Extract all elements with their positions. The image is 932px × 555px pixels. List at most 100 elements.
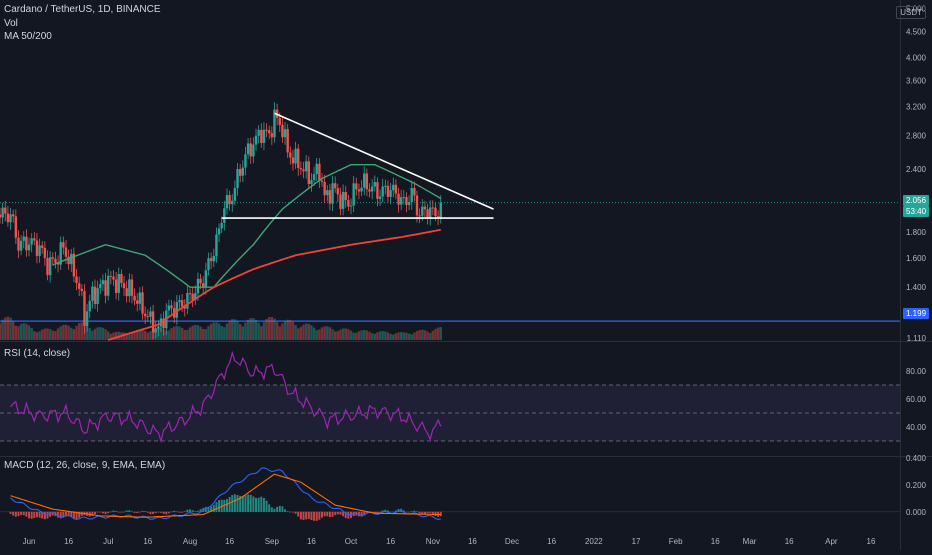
candle-body — [360, 187, 363, 192]
macd-histogram-bar — [125, 510, 128, 512]
macd-histogram-bar — [220, 499, 223, 512]
volume-bar — [381, 331, 384, 340]
volume-bar — [17, 326, 20, 340]
ma-legend[interactable]: MA 50/200 — [4, 31, 52, 42]
candle-body — [204, 270, 208, 288]
macd-histogram-bar — [35, 511, 38, 518]
volume-bar — [133, 331, 136, 340]
volume-bar — [223, 327, 226, 340]
candle-body — [85, 311, 89, 326]
volume-bar — [114, 331, 118, 340]
candle-body — [91, 286, 94, 301]
candle-body — [341, 192, 345, 209]
candle-body — [99, 284, 102, 289]
price-tick-label: 1.800 — [906, 228, 927, 237]
macd-histogram-bar — [315, 511, 318, 521]
x-tick-label: 16 — [711, 537, 720, 546]
candle-body — [17, 237, 20, 251]
candle-body — [114, 279, 118, 293]
candle-body — [344, 192, 347, 201]
volume-bar — [172, 326, 176, 340]
volume-bar — [186, 329, 189, 340]
macd-histogram-bar — [96, 511, 99, 513]
candle-body — [220, 222, 223, 229]
macd-histogram-bar — [228, 496, 231, 512]
volume-bar — [162, 328, 165, 340]
candle-body — [215, 234, 218, 257]
macd-histogram-bar — [360, 511, 363, 517]
candle-body — [254, 135, 258, 145]
macd-tick-label: 0.000 — [906, 508, 927, 517]
volume-bar — [257, 322, 260, 340]
volume-bar — [423, 330, 427, 340]
volume-bar — [260, 326, 263, 340]
symbol-title[interactable]: Cardano / TetherUS, 1D, BINANCE — [4, 4, 161, 15]
candle-body — [0, 214, 2, 218]
volume-bar — [336, 331, 340, 340]
volume-bar — [326, 326, 329, 340]
volume-bar — [88, 328, 91, 340]
candle-body — [423, 206, 427, 210]
macd-histogram-bar — [381, 510, 384, 512]
macd-histogram-bar — [342, 511, 345, 517]
volume-bar — [56, 328, 60, 340]
macd-histogram-bar — [165, 511, 168, 515]
macd-histogram-bar — [117, 511, 120, 513]
candle-body — [202, 283, 205, 288]
macd-histogram-bar — [423, 511, 426, 515]
currency-badge[interactable]: USDT — [896, 6, 926, 19]
volume-bar — [217, 323, 221, 340]
volume-bar — [352, 332, 355, 340]
candle-body — [431, 207, 435, 209]
volume-legend[interactable]: Vol — [4, 18, 18, 29]
price-tick-label: 4.500 — [906, 28, 927, 37]
volume-bar — [107, 331, 110, 340]
candle-body — [381, 186, 384, 197]
volume-bar — [130, 333, 134, 340]
volume-bar — [339, 329, 342, 340]
macd-histogram-bar — [115, 511, 118, 512]
candle-body — [88, 300, 91, 312]
macd-histogram-bar — [17, 511, 20, 517]
macd-histogram-bar — [262, 498, 265, 512]
volume-bar — [241, 326, 245, 340]
volume-bar — [125, 333, 128, 340]
volume-bar — [167, 330, 171, 340]
macd-histogram-bar — [183, 511, 186, 512]
candle-body — [186, 293, 189, 309]
candle-body — [141, 292, 144, 314]
macd-histogram-bar — [199, 509, 202, 512]
candle-body — [77, 283, 81, 289]
volume-bar — [286, 319, 289, 340]
volume-bar — [254, 319, 258, 340]
candle-body — [27, 244, 31, 251]
macd-histogram-bar — [247, 494, 250, 512]
candle-body — [75, 276, 78, 284]
volume-bar — [202, 329, 205, 340]
macd-histogram-bar — [284, 509, 287, 512]
volume-bar — [228, 320, 231, 340]
volume-bar — [341, 328, 345, 340]
macd-histogram-bar — [186, 509, 189, 512]
x-tick-label: Oct — [345, 537, 358, 546]
rsi-legend[interactable]: RSI (14, close) — [4, 348, 71, 359]
volume-bar — [389, 333, 392, 340]
volume-bar — [397, 332, 400, 340]
macd-histogram-bar — [178, 511, 181, 513]
candle-body — [363, 173, 366, 188]
volume-bar — [399, 332, 403, 340]
macd-histogram-bar — [336, 511, 339, 515]
macd-histogram-bar — [344, 511, 347, 519]
volume-bar — [225, 323, 229, 340]
macd-histogram-bar — [28, 511, 31, 519]
macd-histogram-bar — [78, 511, 81, 518]
volume-bar — [80, 322, 84, 340]
volume-bar — [51, 330, 54, 340]
macd-histogram-bar — [410, 511, 413, 512]
volume-bar — [347, 329, 350, 340]
volume-bar — [11, 321, 15, 340]
rsi-tick-label: 80.00 — [906, 367, 927, 376]
macd-legend[interactable]: MACD (12, 26, close, 9, EMA, EMA) — [4, 460, 166, 471]
